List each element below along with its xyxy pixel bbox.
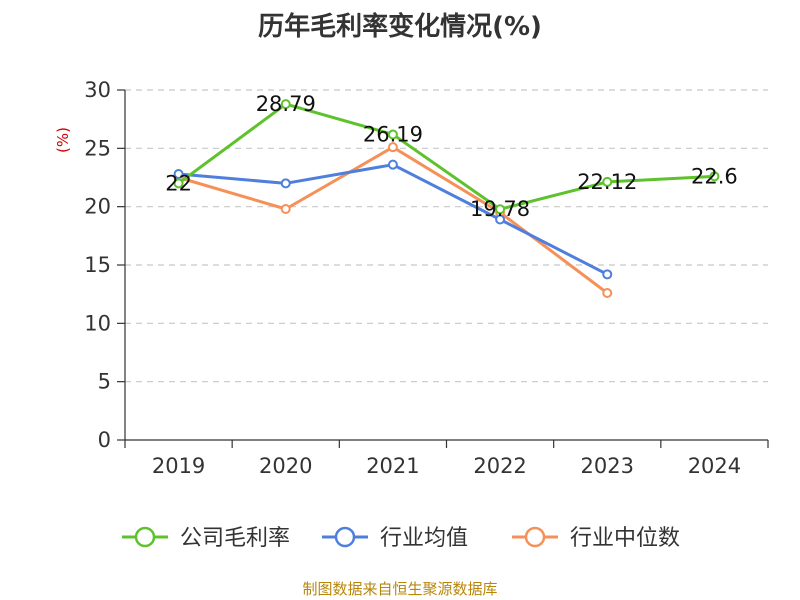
data-point — [495, 214, 506, 225]
x-tick-label: 2019 — [152, 454, 205, 478]
y-tick-label: 0 — [98, 428, 111, 452]
data-point — [495, 204, 506, 215]
data-labels: 22 28.79 26.19 19.78 22.12 22.6 — [165, 92, 738, 221]
data-label: 28.79 — [256, 92, 316, 116]
y-tick-label: 10 — [84, 311, 111, 335]
source-footer: 制图数据来自恒生聚源数据库 — [302, 580, 498, 598]
x-tick-label: 2021 — [366, 454, 419, 478]
legend-label: 公司毛利率 — [180, 526, 290, 551]
x-tick-label: 2020 — [259, 454, 312, 478]
y-tick-label: 20 — [84, 195, 111, 219]
data-point — [280, 99, 291, 110]
y-tick-label: 5 — [98, 370, 111, 394]
data-label: 19.78 — [470, 197, 530, 221]
series-lines — [173, 99, 720, 298]
legend-marker — [134, 526, 156, 548]
data-point — [387, 159, 398, 170]
legend-marker — [524, 526, 546, 548]
data-point — [280, 178, 291, 189]
y-axis-label: (%) — [54, 127, 72, 153]
data-label: 22.6 — [691, 164, 738, 188]
x-tick-label: 2023 — [581, 454, 634, 478]
data-point — [173, 178, 184, 189]
data-label: 22 — [165, 171, 192, 195]
data-point — [602, 269, 613, 280]
x-tick-label: 2022 — [473, 454, 526, 478]
data-point — [602, 288, 613, 298]
chart-title: 历年毛利率变化情况(%) — [258, 12, 542, 42]
data-point — [173, 169, 184, 179]
x-tick-label: 2024 — [688, 454, 741, 478]
legend-marker — [334, 526, 356, 548]
data-point — [709, 171, 720, 182]
y-tick-label: 30 — [84, 78, 111, 102]
grid-lines — [125, 89, 768, 383]
data-label: 22.12 — [577, 170, 637, 194]
data-point — [387, 129, 398, 140]
y-tick-label: 15 — [84, 253, 111, 277]
data-label: 26.19 — [363, 122, 423, 146]
data-point — [387, 142, 398, 153]
data-point — [280, 204, 291, 214]
y-tick-label: 25 — [84, 136, 111, 160]
axes: 0 5 10 15 20 25 30 (%) 2019 2020 2021 2022 2023 2024 — [54, 78, 769, 478]
data-point — [602, 176, 613, 187]
legend-label: 行业中位数 — [570, 526, 680, 551]
series-line — [178, 163, 608, 276]
legend: 公司毛利率 行业均值 行业中位数 — [122, 526, 680, 551]
series-line — [177, 102, 715, 211]
legend-label: 行业均值 — [380, 526, 468, 551]
